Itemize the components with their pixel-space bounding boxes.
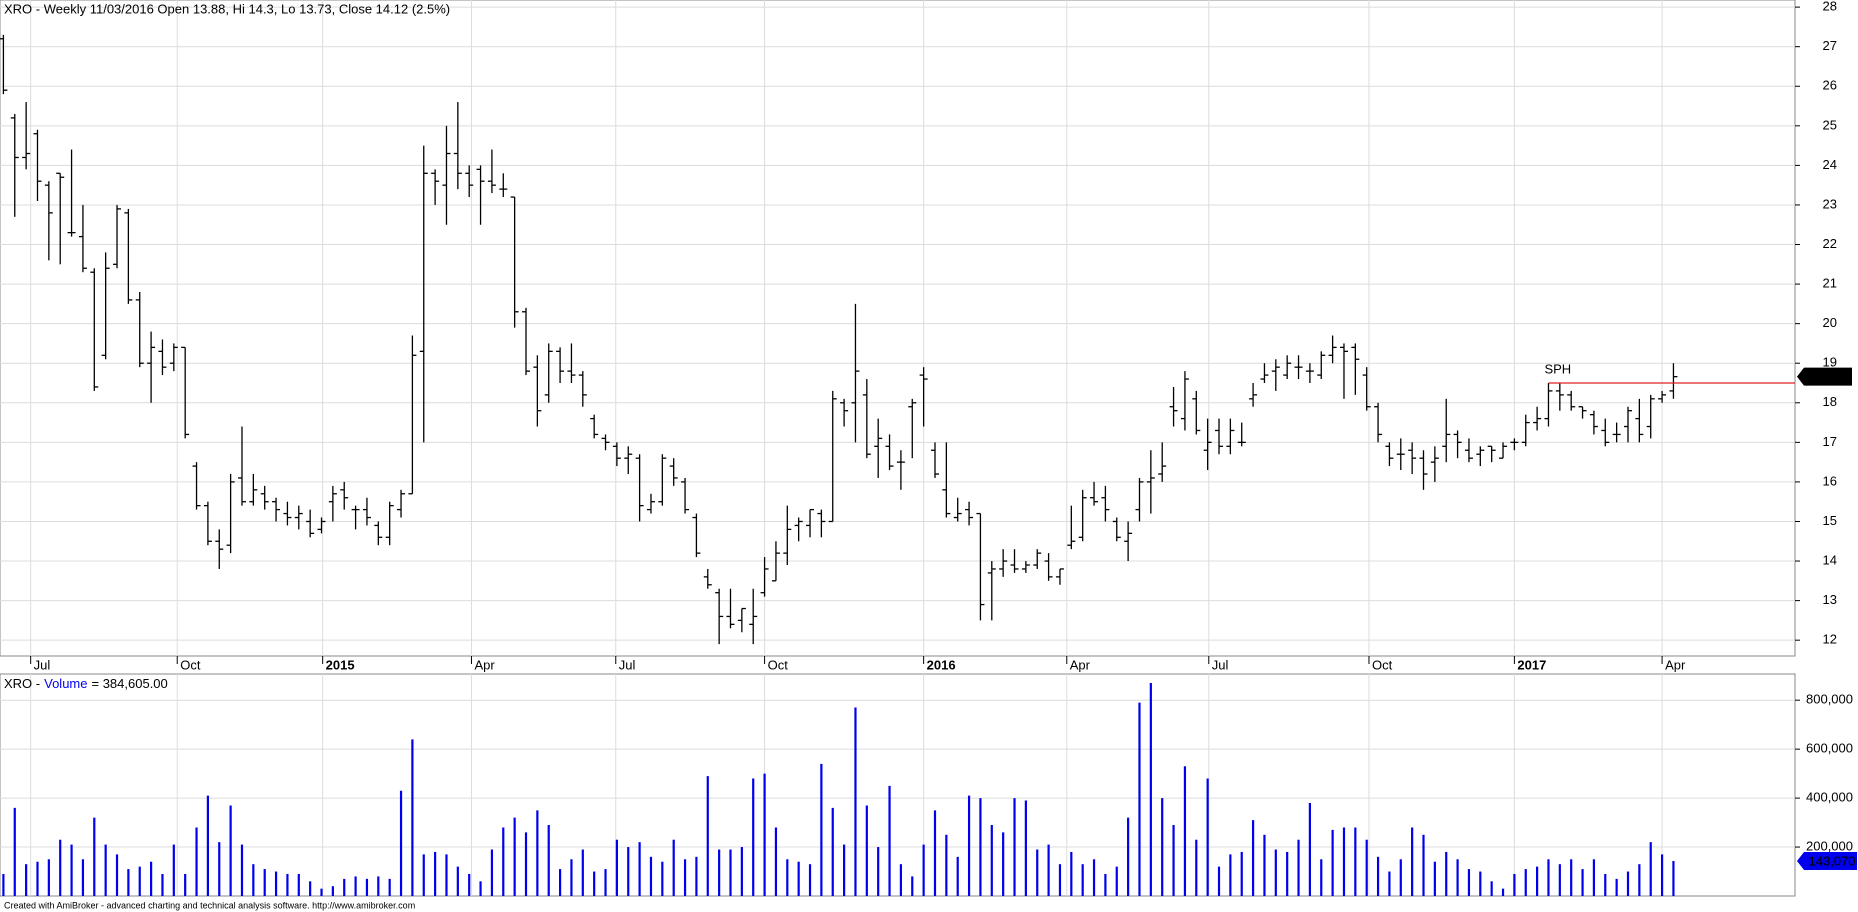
y-tick-label: 28 xyxy=(1823,0,1837,14)
y-tick-label: 18 xyxy=(1823,394,1837,409)
volume-tick-label: 600,000 xyxy=(1806,741,1853,756)
marks xyxy=(0,34,1678,896)
y-tick-label: 12 xyxy=(1823,632,1837,647)
y-tick-label: 20 xyxy=(1823,315,1837,330)
y-tick-label: 27 xyxy=(1823,38,1837,53)
volume-tick-label: 400,000 xyxy=(1806,790,1853,805)
volume-marker xyxy=(1797,851,1857,870)
grid xyxy=(0,0,1795,896)
chart-title: XRO - Weekly 11/03/2016 Open 13.88, Hi 1… xyxy=(4,1,450,16)
x-tick-label: 2015 xyxy=(326,657,355,672)
y-tick-label: 21 xyxy=(1823,276,1837,291)
y-tick-label: 19 xyxy=(1823,355,1837,370)
y-tick-label: 16 xyxy=(1823,473,1837,488)
x-tick-label: Jul xyxy=(1212,657,1229,672)
volume-tick-label: 800,000 xyxy=(1806,692,1853,707)
x-tick-label: Jul xyxy=(34,657,51,672)
x-tick-label: Oct xyxy=(1372,657,1393,672)
volume-panel xyxy=(0,673,1796,897)
volume-tick-label: 200,000 xyxy=(1806,838,1853,853)
y-tick-label: 15 xyxy=(1823,513,1837,528)
x-tick-label: Jul xyxy=(619,657,636,672)
y-tick-label: 13 xyxy=(1823,592,1837,607)
volume-marker-label: 143,070 xyxy=(1809,853,1856,868)
price-panel xyxy=(0,0,1796,657)
y-tick-label: 26 xyxy=(1823,78,1837,93)
volume-title: XRO - Volume = 384,605.00 xyxy=(4,676,168,691)
x-tick-label: 2016 xyxy=(927,657,956,672)
y-tick-label: 24 xyxy=(1823,157,1837,172)
x-tick-label: Apr xyxy=(1665,657,1686,672)
price-marker-label: 18.66 xyxy=(1814,369,1847,384)
y-tick-label: 22 xyxy=(1823,236,1837,251)
x-tick-label: Oct xyxy=(180,657,201,672)
volume-symbol: XRO - xyxy=(4,676,40,691)
y-tick-label: 14 xyxy=(1823,552,1837,567)
y-tick-label: 17 xyxy=(1823,434,1837,449)
y-tick-label: 25 xyxy=(1823,117,1837,132)
annotation-label: SPH xyxy=(1544,361,1571,376)
volume-value: = 384,605.00 xyxy=(92,676,168,691)
x-tick-label: Oct xyxy=(768,657,789,672)
y-tick-label: 23 xyxy=(1823,196,1837,211)
x-tick-label: Apr xyxy=(474,657,495,672)
x-tick-label: 2017 xyxy=(1517,657,1546,672)
price-marker xyxy=(1797,367,1852,386)
volume-name: Volume xyxy=(44,676,87,691)
x-tick-label: Apr xyxy=(1070,657,1091,672)
footer: Created with AmiBroker - advanced charti… xyxy=(4,900,415,910)
